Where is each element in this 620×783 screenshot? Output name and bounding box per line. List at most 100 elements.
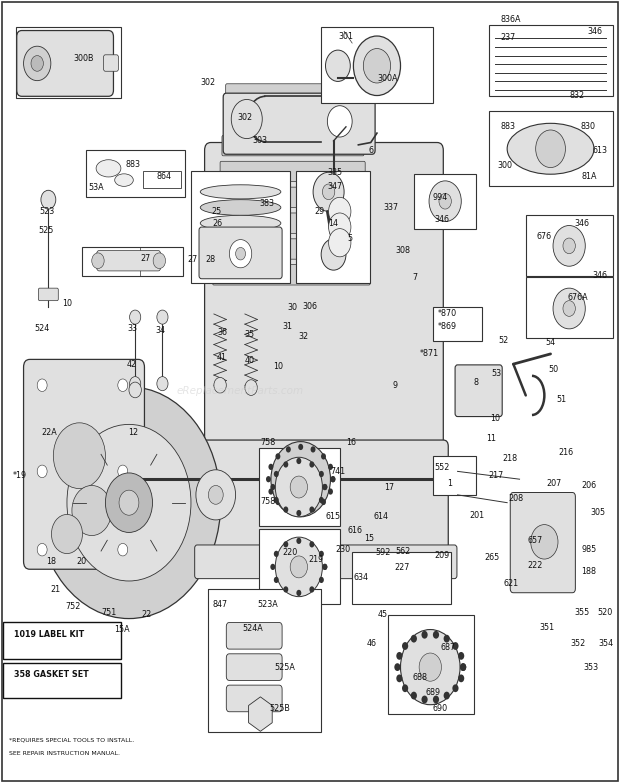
Circle shape (53, 423, 105, 489)
Circle shape (401, 630, 460, 705)
Text: 32: 32 (299, 332, 309, 341)
Text: 9: 9 (393, 381, 398, 390)
Text: 218: 218 (502, 453, 517, 463)
Circle shape (531, 525, 558, 559)
Text: 300: 300 (498, 161, 513, 171)
Circle shape (329, 213, 351, 241)
Circle shape (275, 453, 280, 460)
Text: 22: 22 (142, 610, 152, 619)
Circle shape (322, 484, 327, 490)
FancyBboxPatch shape (104, 55, 118, 71)
Text: 337: 337 (383, 203, 398, 212)
Circle shape (283, 541, 288, 547)
Circle shape (394, 663, 401, 671)
Text: 265: 265 (484, 553, 499, 562)
Circle shape (321, 453, 326, 460)
Circle shape (396, 674, 402, 682)
Text: 27: 27 (141, 254, 151, 263)
Bar (388, 615, 474, 714)
Circle shape (274, 497, 279, 503)
Circle shape (229, 240, 252, 268)
Text: 36: 36 (217, 328, 227, 337)
Text: 758: 758 (260, 438, 275, 447)
Text: eReplacementParts.com: eReplacementParts.com (177, 387, 304, 396)
Text: *869: *869 (438, 322, 457, 331)
Bar (433, 456, 476, 495)
Text: 10: 10 (490, 414, 500, 424)
FancyBboxPatch shape (218, 187, 366, 207)
Circle shape (118, 379, 128, 392)
Circle shape (208, 485, 223, 504)
Text: 552: 552 (435, 463, 449, 472)
Circle shape (460, 663, 466, 671)
Text: 230: 230 (335, 545, 350, 554)
Text: 616: 616 (348, 526, 363, 536)
Circle shape (553, 226, 585, 266)
Text: 22A: 22A (42, 428, 58, 438)
Circle shape (321, 239, 346, 270)
Circle shape (296, 538, 301, 544)
Ellipse shape (200, 246, 281, 263)
Circle shape (453, 642, 459, 650)
Text: 7: 7 (413, 273, 418, 283)
Circle shape (322, 564, 327, 570)
Text: 12: 12 (128, 428, 138, 437)
Text: 216: 216 (559, 448, 574, 457)
Circle shape (410, 691, 417, 699)
Circle shape (296, 458, 301, 464)
Text: 830: 830 (580, 122, 595, 132)
Text: 615: 615 (326, 512, 341, 521)
Circle shape (37, 379, 47, 392)
FancyBboxPatch shape (226, 654, 282, 680)
Text: 15A: 15A (114, 625, 130, 634)
Bar (433, 307, 482, 341)
Text: 15: 15 (364, 534, 374, 543)
Circle shape (119, 490, 139, 515)
Text: 302: 302 (237, 113, 252, 122)
Text: 994: 994 (433, 193, 448, 202)
Text: 45: 45 (378, 610, 388, 619)
Circle shape (274, 471, 279, 477)
Circle shape (157, 310, 168, 324)
Text: 836A: 836A (500, 15, 521, 24)
Text: 51: 51 (556, 395, 566, 404)
Circle shape (433, 695, 439, 703)
Circle shape (286, 506, 291, 512)
Text: 621: 621 (504, 579, 519, 588)
Text: 21: 21 (51, 585, 61, 594)
Bar (352, 552, 451, 604)
Ellipse shape (200, 200, 281, 215)
Text: 741: 741 (330, 467, 345, 476)
Text: 751: 751 (101, 608, 116, 617)
Circle shape (283, 586, 288, 593)
Circle shape (245, 380, 257, 395)
Circle shape (118, 465, 128, 478)
Circle shape (41, 190, 56, 209)
FancyBboxPatch shape (216, 213, 368, 233)
Text: 11: 11 (486, 434, 496, 443)
Text: 41: 41 (217, 353, 227, 363)
Text: 222: 222 (528, 561, 542, 570)
Text: 301: 301 (339, 32, 353, 41)
Text: 300B: 300B (73, 54, 94, 63)
Text: 53A: 53A (88, 183, 104, 193)
Ellipse shape (507, 123, 594, 174)
Circle shape (433, 631, 439, 639)
Circle shape (296, 590, 301, 596)
Text: 346: 346 (588, 27, 603, 36)
Bar (191, 171, 290, 283)
Circle shape (92, 253, 104, 269)
Circle shape (322, 184, 335, 200)
Circle shape (363, 49, 391, 83)
Text: 81A: 81A (582, 171, 596, 181)
Text: 883: 883 (501, 122, 516, 132)
Circle shape (236, 247, 246, 260)
FancyBboxPatch shape (223, 93, 375, 154)
Text: 758: 758 (260, 496, 275, 506)
Circle shape (268, 464, 273, 470)
Text: 524A: 524A (242, 624, 263, 633)
Text: 14: 14 (329, 218, 339, 228)
FancyBboxPatch shape (24, 359, 144, 569)
Circle shape (311, 506, 316, 512)
Circle shape (67, 424, 191, 581)
